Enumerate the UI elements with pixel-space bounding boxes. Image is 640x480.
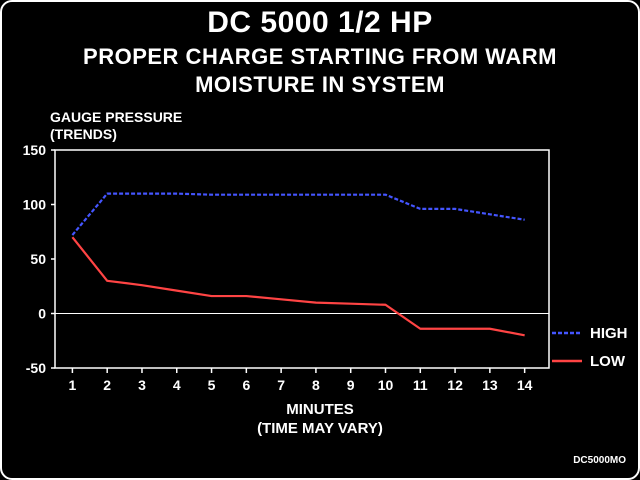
legend-label-low: LOW — [590, 353, 626, 370]
y-axis-label-sub: (TRENDS) — [50, 126, 117, 142]
series-line-low — [71, 236, 525, 337]
x-tick-label: 2 — [103, 377, 111, 393]
x-tick-label: 4 — [173, 377, 181, 393]
x-tick-label: 9 — [347, 377, 355, 393]
x-tick-label: 12 — [447, 377, 463, 393]
plot-frame — [54, 149, 550, 369]
series-line-high — [71, 192, 525, 236]
y-tick-label: 50 — [30, 251, 46, 267]
figure-code: DC5000MO — [573, 455, 626, 466]
legend-label-high: HIGH — [590, 325, 628, 342]
x-axis-label-sub: (TIME MAY VARY) — [257, 420, 383, 437]
chart-subtitle-line2: MOISTURE IN SYSTEM — [195, 72, 445, 97]
y-tick-label: 150 — [23, 142, 47, 158]
y-tick-label: -50 — [26, 360, 46, 376]
x-tick-label: 13 — [482, 377, 498, 393]
y-tick-label: 100 — [23, 197, 47, 213]
x-tick-label: 8 — [312, 377, 320, 393]
x-tick-label: 14 — [517, 377, 533, 393]
chart-title: DC 5000 1/2 HP — [207, 6, 433, 39]
x-tick-label: 11 — [413, 377, 428, 393]
x-tick-label: 7 — [277, 377, 285, 393]
y-tick-label: 0 — [38, 306, 46, 322]
x-tick-label: 10 — [378, 377, 394, 393]
x-tick-label: 6 — [242, 377, 250, 393]
chart-subtitle-line1: PROPER CHARGE STARTING FROM WARM — [83, 44, 557, 69]
x-axis-label: MINUTES — [286, 401, 354, 418]
x-tick-label: 5 — [208, 377, 216, 393]
y-axis-label: GAUGE PRESSURE — [50, 109, 183, 125]
x-tick-label: 3 — [138, 377, 146, 393]
x-tick-label: 1 — [68, 377, 76, 393]
